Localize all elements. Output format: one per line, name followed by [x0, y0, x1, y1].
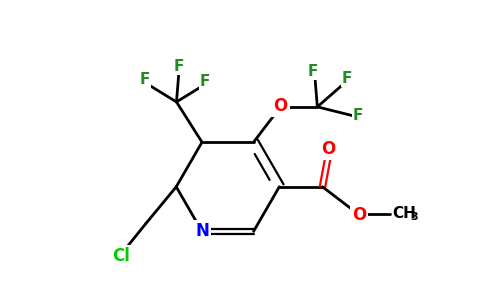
Text: F: F: [140, 72, 150, 87]
Text: F: F: [199, 74, 210, 89]
Text: N: N: [195, 222, 209, 240]
Text: F: F: [342, 71, 352, 86]
Text: O: O: [273, 97, 287, 115]
Text: Cl: Cl: [112, 248, 130, 266]
Text: O: O: [352, 206, 366, 224]
Text: CH: CH: [392, 206, 416, 221]
Text: 3: 3: [410, 212, 418, 222]
Text: F: F: [352, 108, 363, 123]
Text: F: F: [307, 64, 318, 79]
Text: F: F: [174, 59, 184, 74]
Text: O: O: [321, 140, 335, 158]
